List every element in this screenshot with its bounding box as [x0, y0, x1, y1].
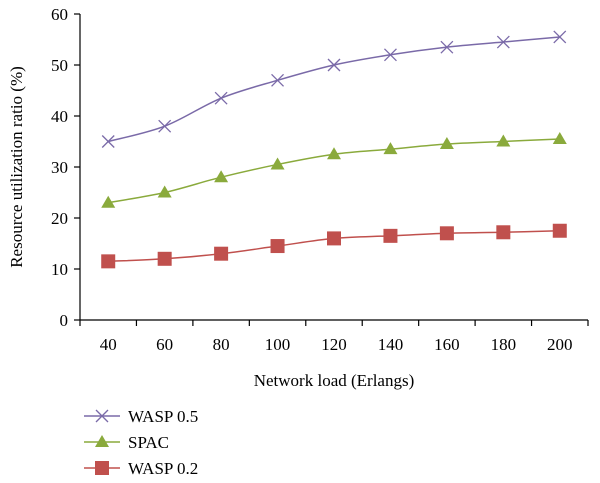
legend: WASP 0.5 SPAC WASP 0.2: [84, 407, 198, 478]
x-tick-label: 80: [213, 335, 230, 354]
y-ticks: 0 10 20 30 40 50 60: [51, 5, 80, 330]
x-tick-label: 120: [321, 335, 347, 354]
data-point-wasp-0-2: [157, 251, 172, 266]
data-point-wasp-0-5: [214, 91, 228, 105]
data-point-spac: [214, 170, 229, 183]
legend-item-wasp-0-2: WASP 0.2: [84, 459, 198, 478]
data-point-spac: [327, 147, 341, 160]
data-point-wasp-0-5: [440, 40, 454, 54]
legend-item-spac: SPAC: [84, 433, 169, 452]
data-point-wasp-0-5: [158, 119, 172, 133]
data-point-spac: [496, 134, 511, 147]
legend-marker: [95, 461, 109, 475]
data-point-wasp-0-2: [552, 223, 567, 238]
data-point-wasp-0-5: [101, 135, 115, 148]
axes: [79, 14, 588, 321]
series-wasp-0-5: [101, 30, 567, 148]
data-point-wasp-0-2: [270, 239, 285, 254]
data-point-wasp-0-5: [553, 30, 567, 44]
y-tick-label: 50: [51, 56, 68, 75]
data-point-spac: [101, 195, 116, 208]
x-tick-label: 140: [378, 335, 404, 354]
series-wasp-0-2: [101, 223, 567, 269]
x-tick-label: 100: [265, 335, 291, 354]
legend-item-wasp-0-5: WASP 0.5: [84, 407, 198, 426]
x-ticks: 40 60 80 100 120 140 160 180 200: [79, 320, 589, 354]
y-tick-label: 30: [51, 158, 68, 177]
data-point-wasp-0-5: [496, 35, 510, 49]
data-point-wasp-0-2: [327, 231, 341, 246]
data-point-spac: [270, 157, 285, 170]
data-point-wasp-0-2: [496, 225, 511, 240]
y-axis-title: Resource utilization ratio (%): [7, 66, 26, 268]
y-tick-label: 20: [51, 209, 68, 228]
y-tick-label: 40: [51, 107, 68, 126]
data-point-wasp-0-5: [271, 73, 285, 87]
data-point-wasp-0-5: [383, 48, 397, 62]
y-tick-label: 0: [60, 311, 69, 330]
data-point-wasp-0-5: [327, 58, 341, 72]
data-point-wasp-0-2: [383, 228, 398, 243]
y-tick-label: 60: [51, 5, 68, 24]
series-spac: [101, 131, 567, 208]
legend-marker: [95, 409, 109, 423]
legend-label: WASP 0.5: [128, 407, 198, 426]
y-tick-label: 10: [51, 260, 68, 279]
x-tick-label: 200: [547, 335, 573, 354]
legend-label: WASP 0.2: [128, 459, 198, 478]
series-line-wasp-0-5: [108, 36, 560, 143]
x-axis-title: Network load (Erlangs): [254, 371, 415, 390]
series-group: [101, 30, 567, 269]
x-tick-label: 160: [434, 335, 460, 354]
data-point-spac: [439, 137, 454, 150]
legend-label: SPAC: [128, 433, 169, 452]
data-point-wasp-0-2: [101, 254, 116, 269]
data-point-spac: [552, 131, 567, 144]
data-point-wasp-0-2: [214, 246, 229, 261]
data-point-wasp-0-2: [439, 226, 454, 241]
x-tick-label: 180: [491, 335, 517, 354]
data-point-spac: [383, 142, 398, 155]
data-point-spac: [157, 185, 172, 198]
legend-marker: [95, 435, 109, 447]
x-tick-label: 60: [156, 335, 173, 354]
x-tick-label: 40: [100, 335, 117, 354]
